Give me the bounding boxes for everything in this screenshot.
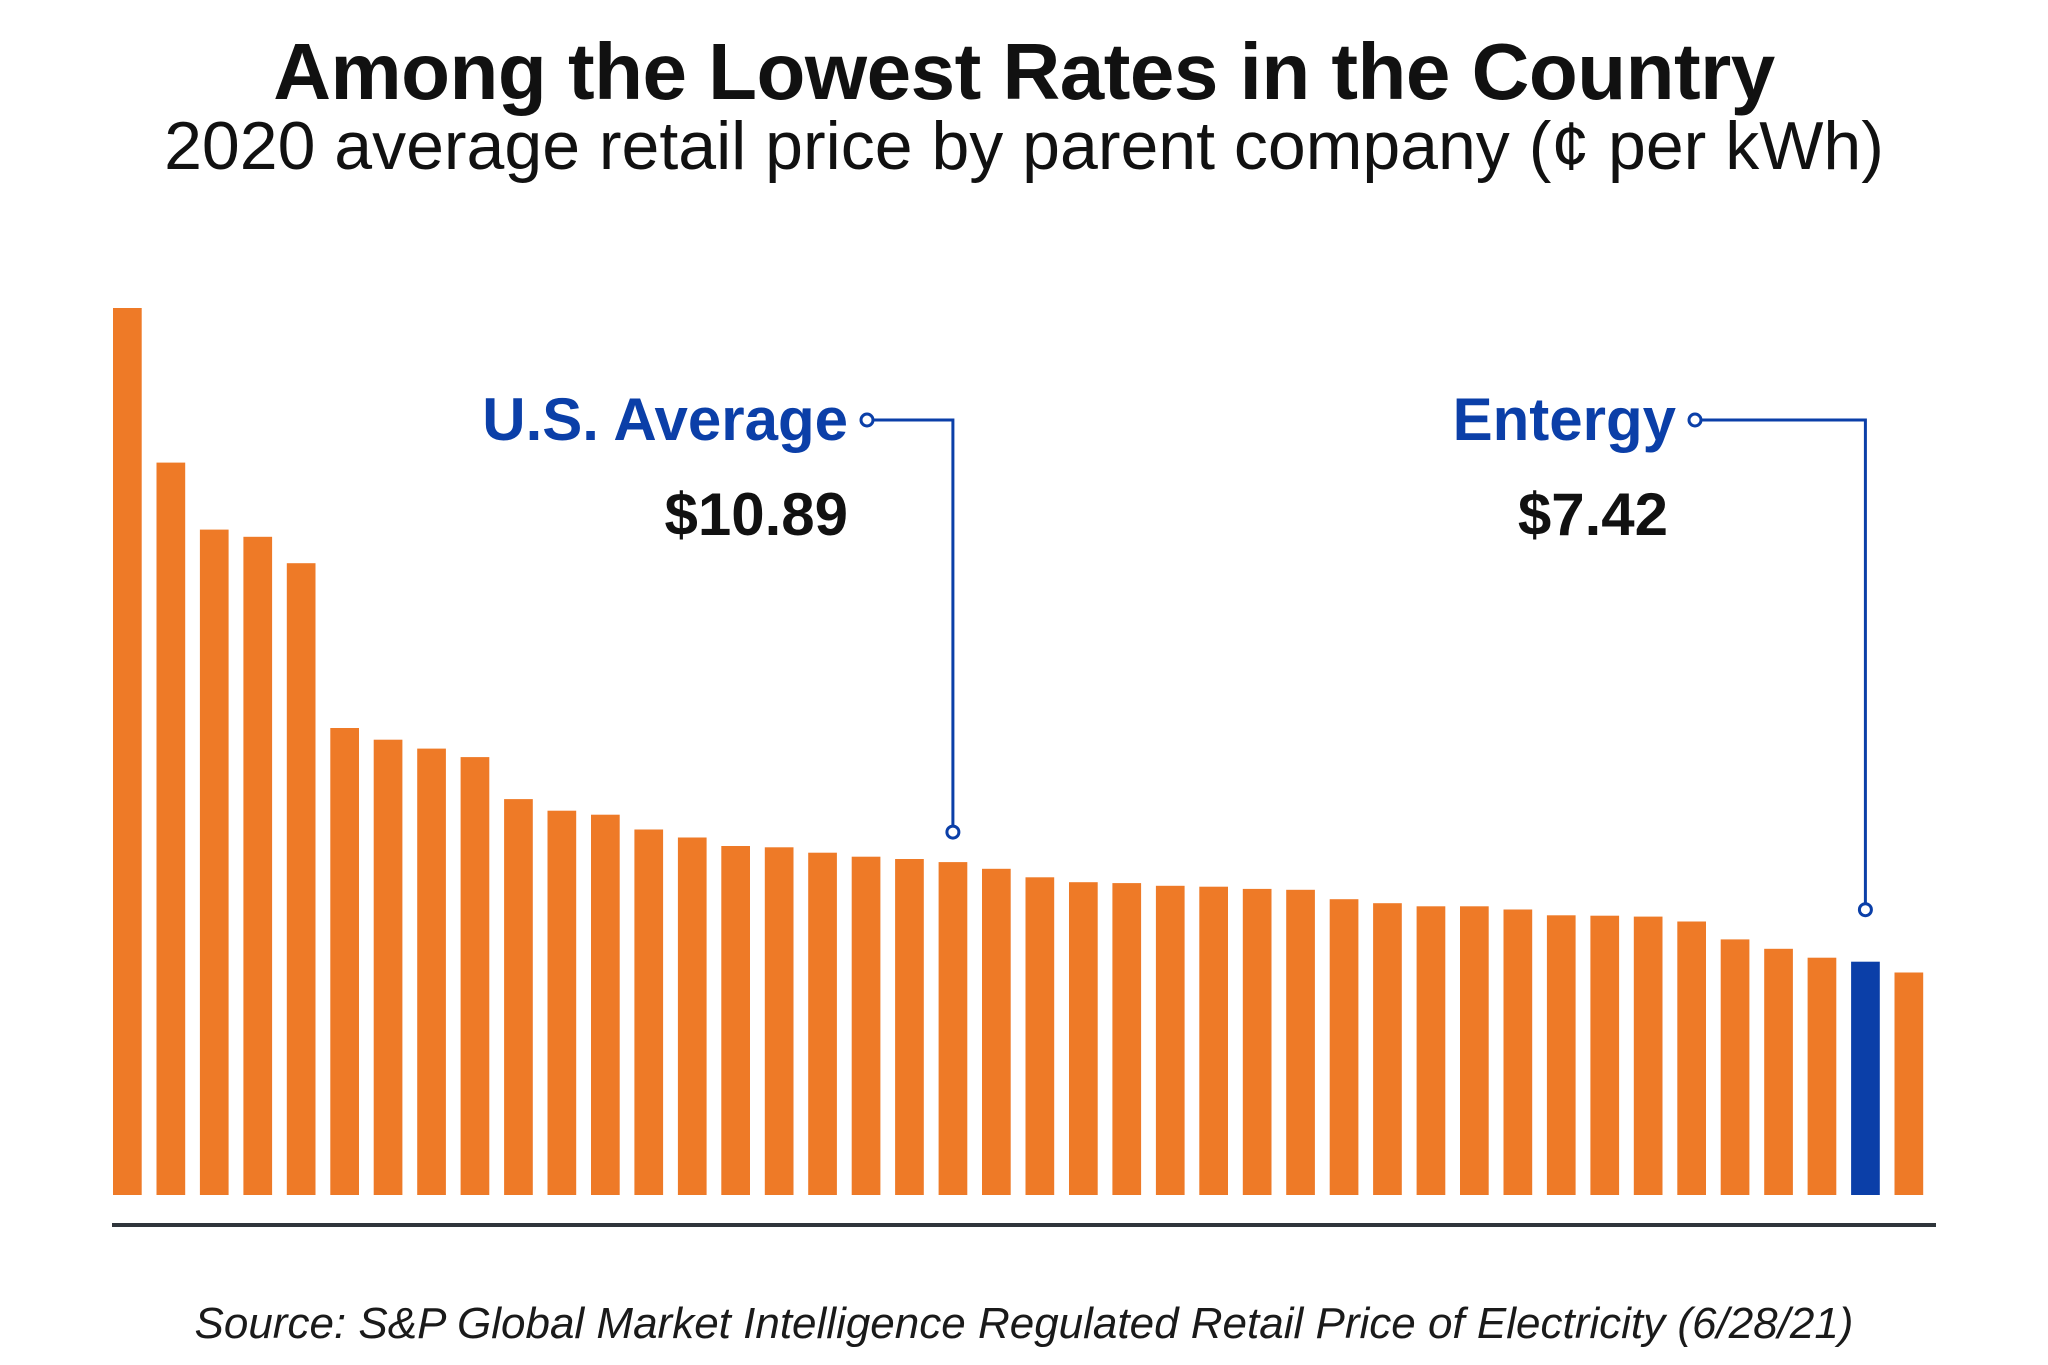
bar-19 <box>895 859 924 1195</box>
bar-35 <box>1590 915 1620 1195</box>
annotation-us-average-end-dot <box>945 824 961 840</box>
chart-subtitle: 2020 average retail price by parent comp… <box>164 108 1884 184</box>
bar-21 <box>982 868 1011 1195</box>
bar-27 <box>1242 888 1272 1195</box>
bar-12 <box>591 814 620 1195</box>
bar-17 <box>808 852 837 1195</box>
source-lead: Source: <box>194 1299 347 1348</box>
bar-25 <box>1155 885 1185 1195</box>
bar-series <box>113 308 1924 1196</box>
bar-7 <box>373 739 403 1195</box>
annotation-us-average-label: U.S. Average <box>482 386 848 453</box>
annotation-entergy: Entergy $7.42 <box>1453 386 1873 918</box>
bar-2 <box>156 462 186 1196</box>
bar-32 <box>1460 906 1489 1195</box>
bar-9 <box>460 757 490 1195</box>
bar-29 <box>1329 899 1359 1195</box>
bar-1 <box>113 308 142 1195</box>
bar-34 <box>1546 915 1576 1195</box>
annotation-us-average-leader-line <box>873 418 955 827</box>
bar-30 <box>1373 903 1402 1195</box>
bar-3 <box>199 529 229 1195</box>
annotation-us-average-start-dot <box>859 412 875 428</box>
source-text: S&P Global Market Intelligence Regulated… <box>346 1299 1854 1348</box>
bar-33 <box>1503 909 1533 1195</box>
bar-10 <box>504 799 533 1195</box>
bar-15 <box>721 846 750 1195</box>
bar-24 <box>1112 883 1142 1195</box>
annotation-entergy-label: Entergy <box>1453 386 1677 453</box>
bar-31 <box>1416 906 1446 1195</box>
bar-26 <box>1199 886 1228 1195</box>
bar-36 <box>1633 916 1663 1195</box>
annotation-entergy-start-dot <box>1687 412 1703 428</box>
annotation-entergy-leader-line <box>1701 418 1867 904</box>
bar-28 <box>1286 889 1315 1195</box>
bar-23 <box>1069 882 1098 1195</box>
bar-39 <box>1764 948 1793 1195</box>
bar-22 <box>1025 877 1055 1195</box>
annotation-us-average: U.S. Average $10.89 <box>482 386 961 840</box>
chart-title: Among the Lowest Rates in the Country <box>273 27 1775 116</box>
bar-40 <box>1807 957 1837 1195</box>
bar-5 <box>286 563 316 1195</box>
annotation-us-average-value: $10.89 <box>664 481 848 548</box>
bar-highlight-entergy <box>1851 961 1880 1195</box>
annotation-entergy-end-dot <box>1857 902 1873 918</box>
bar-38 <box>1720 939 1750 1195</box>
bar-20 <box>938 862 968 1195</box>
bar-6 <box>330 728 359 1195</box>
bar-37 <box>1677 921 1706 1195</box>
bar-16 <box>764 847 794 1195</box>
bar-4 <box>243 536 273 1195</box>
bar-13 <box>634 829 664 1195</box>
bar-42 <box>1894 972 1924 1195</box>
bar-14 <box>677 837 707 1195</box>
bar-11 <box>547 810 577 1195</box>
bar-8 <box>417 748 446 1195</box>
source-note: Source: S&P Global Market Intelligence R… <box>0 1302 2048 1346</box>
annotation-entergy-value: $7.42 <box>1518 481 1668 548</box>
bar-18 <box>851 856 881 1195</box>
